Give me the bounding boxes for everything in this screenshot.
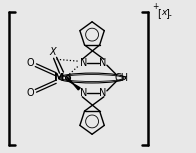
Text: CH: CH <box>115 73 129 83</box>
Text: ]: ] <box>165 8 169 18</box>
Text: [: [ <box>157 8 161 18</box>
Text: -: - <box>169 11 172 20</box>
Polygon shape <box>67 77 80 90</box>
Text: +: + <box>152 2 159 11</box>
Text: O: O <box>26 88 34 98</box>
Text: X: X <box>49 47 56 57</box>
Text: x: x <box>161 8 167 17</box>
Text: N: N <box>99 58 107 68</box>
Text: O: O <box>26 58 34 68</box>
Text: N: N <box>99 88 107 98</box>
Text: N: N <box>80 88 87 98</box>
Text: N: N <box>80 58 87 68</box>
Text: Mo: Mo <box>54 73 71 83</box>
